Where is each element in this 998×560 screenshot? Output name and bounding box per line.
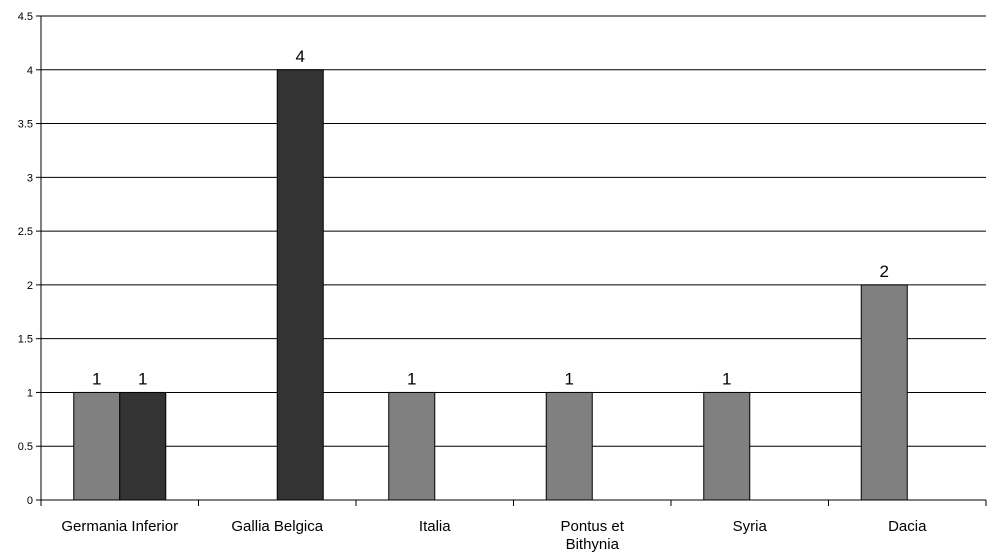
- bar: [703, 391, 751, 501]
- data-label: 1: [565, 369, 574, 388]
- bar: [73, 391, 121, 501]
- bars: [73, 69, 908, 501]
- y-tick-label: 3.5: [18, 119, 33, 131]
- y-tick-label: 2: [27, 280, 33, 292]
- bar: [119, 391, 167, 501]
- y-tick-labels: 0 0.5 1 1.5 2 2.5 3 3.5 4 4.5: [18, 11, 33, 507]
- x-category-label: Syria: [733, 518, 768, 535]
- data-label: 1: [92, 369, 101, 388]
- data-label: 1: [138, 369, 147, 388]
- y-tick-label: 0: [27, 495, 33, 507]
- y-tick-label: 3: [27, 172, 33, 184]
- y-tick-label: 1.5: [18, 334, 33, 346]
- y-tick-label: 4: [27, 65, 33, 77]
- data-label: 1: [407, 369, 416, 388]
- bar: [276, 69, 324, 501]
- data-label: 2: [880, 262, 889, 281]
- data-label: 4: [296, 47, 305, 66]
- x-category-label: Italia: [419, 518, 451, 535]
- y-tick-label: 1: [27, 387, 33, 399]
- x-category-label: Gallia Belgica: [231, 518, 323, 535]
- data-label: 1: [722, 369, 731, 388]
- data-labels: 1 1 4 1 1 1 2: [92, 47, 889, 389]
- bar: [388, 391, 436, 501]
- bar: [860, 284, 908, 501]
- y-tick-label: 0.5: [18, 441, 33, 453]
- axes: [36, 15, 987, 506]
- x-category-labels: Germania Inferior Gallia Belgica Italia Pon…: [61, 518, 927, 553]
- gridlines: [41, 15, 986, 447]
- x-category-label: Dacia: [888, 518, 927, 535]
- y-tick-label: 2.5: [18, 226, 33, 238]
- y-tick-label: 4.5: [18, 11, 33, 23]
- x-category-label: Germania Inferior: [61, 518, 178, 535]
- bar: [545, 391, 593, 501]
- x-category-label: Pontus et Bithynia: [561, 518, 625, 553]
